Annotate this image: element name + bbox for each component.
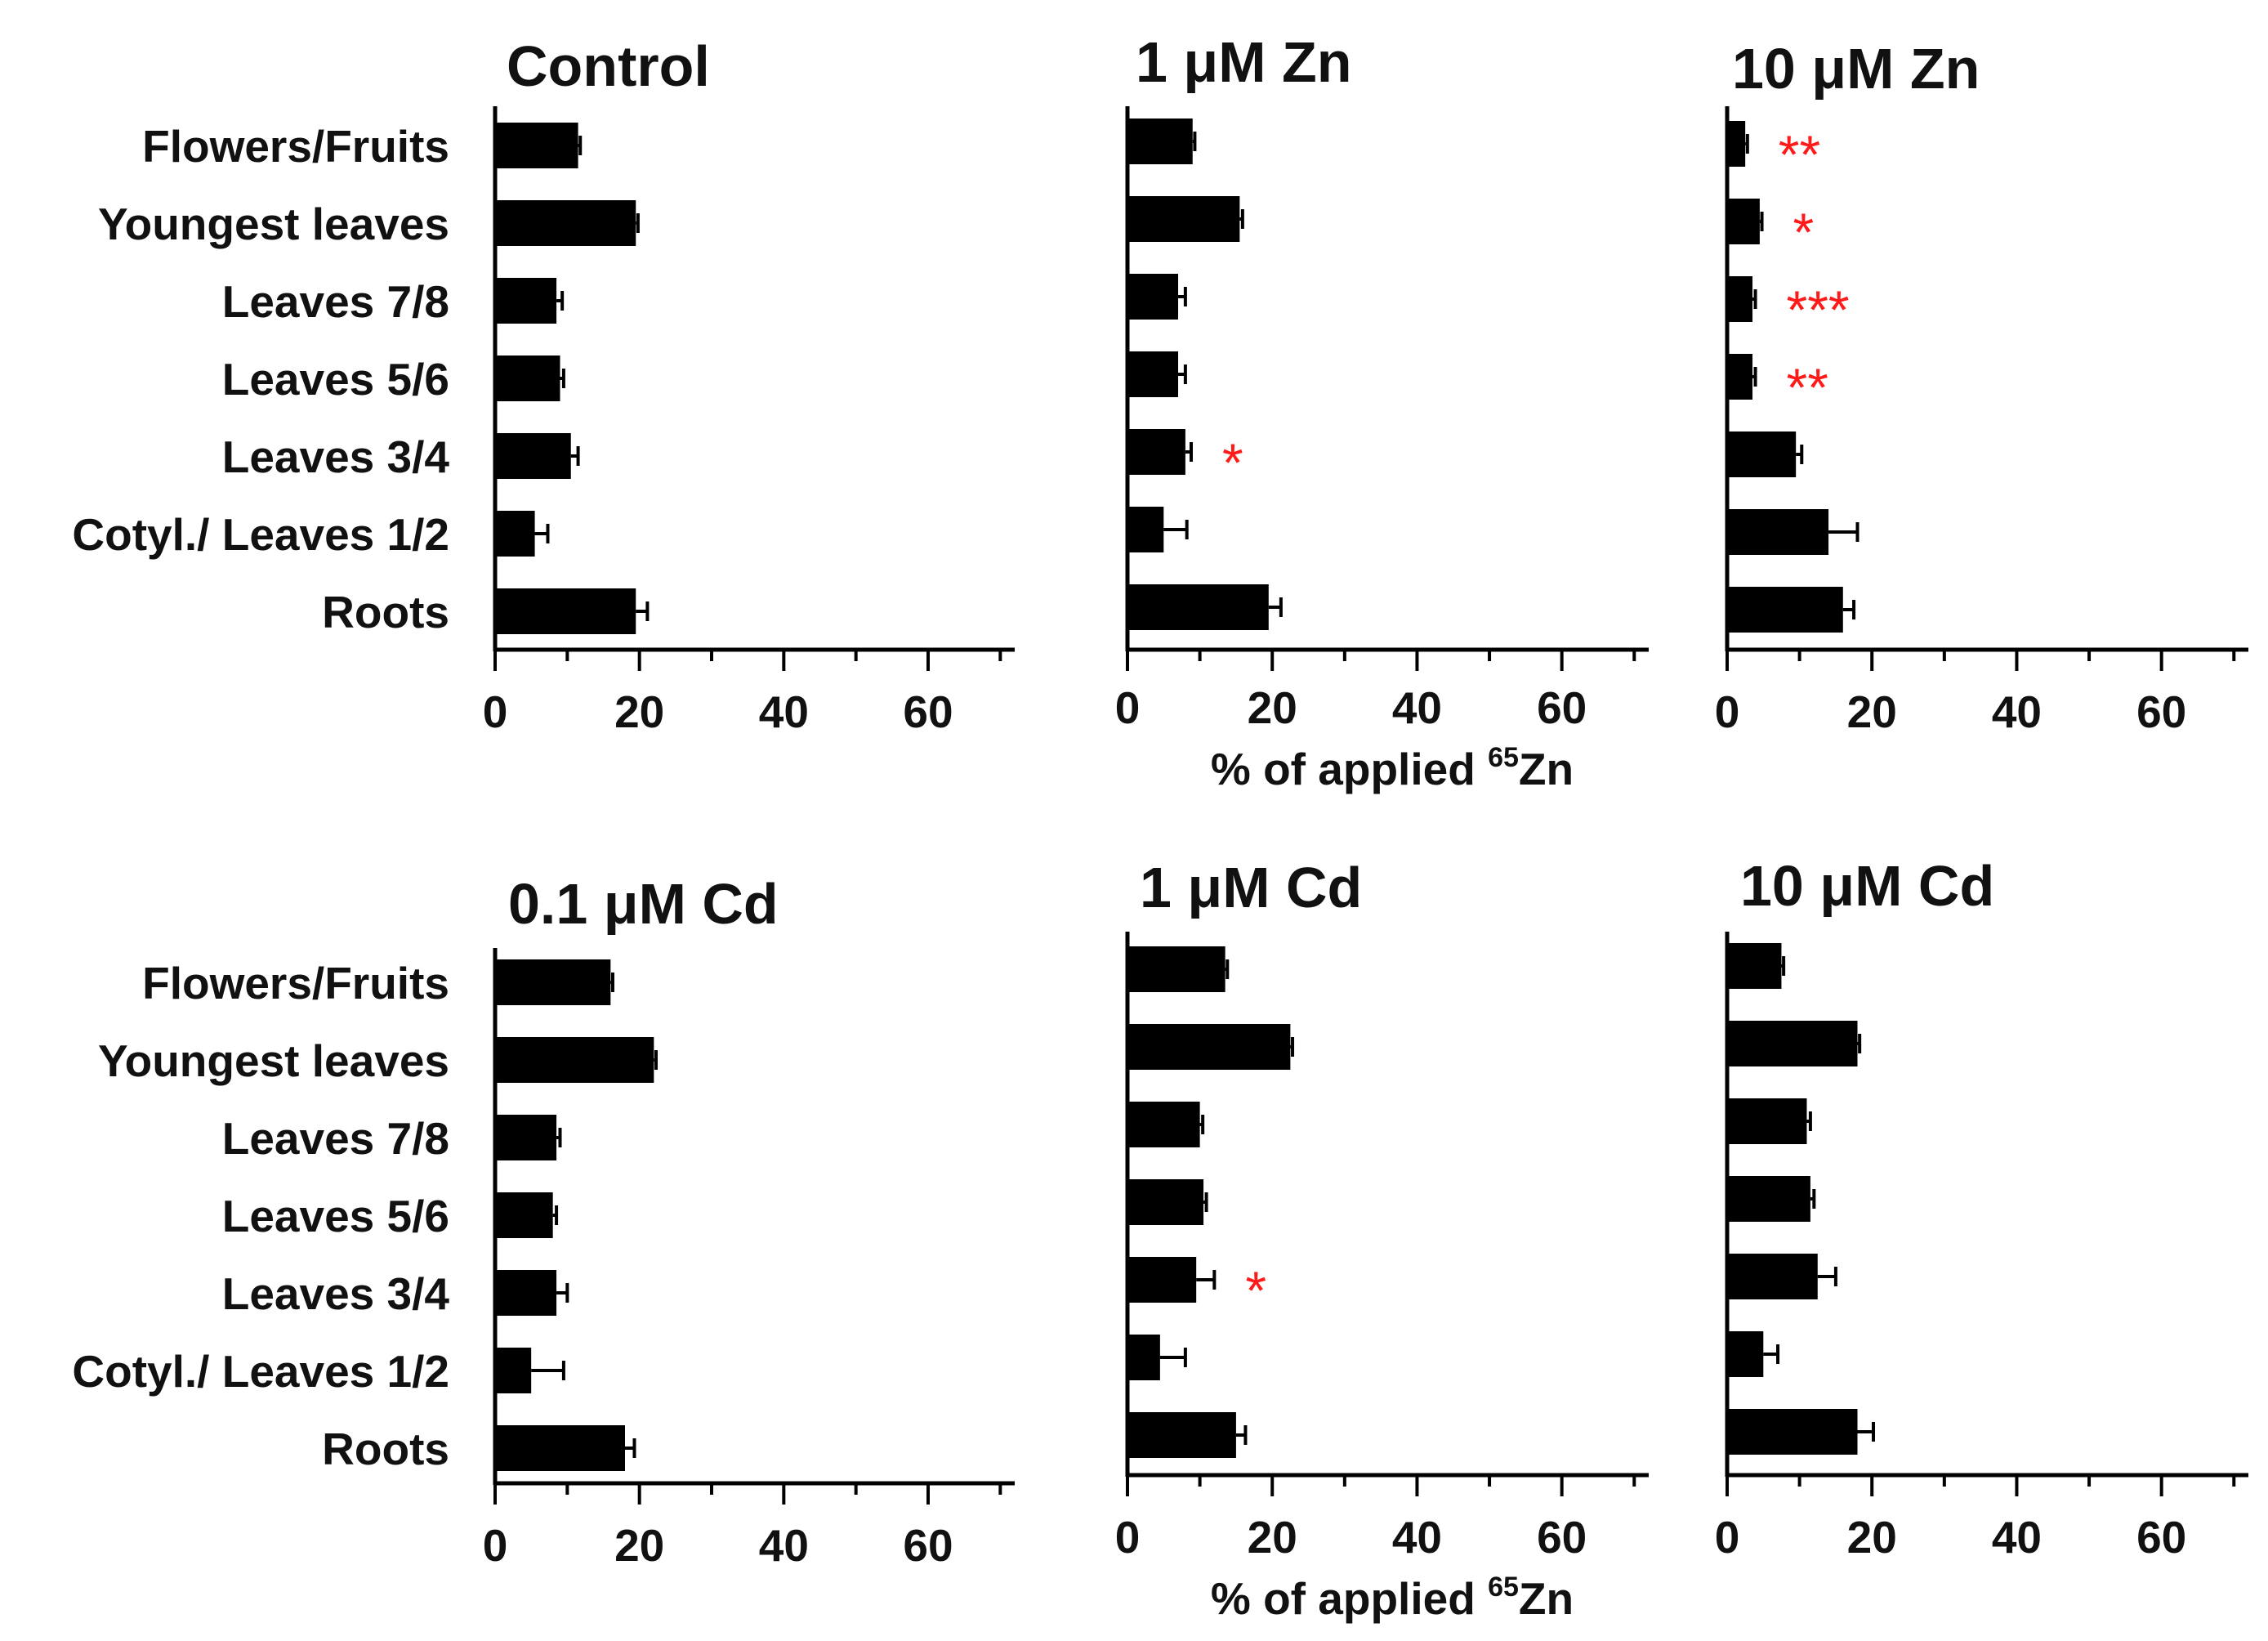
bar-leaves-3-4 bbox=[1727, 431, 1797, 477]
bar-flowers-fruits bbox=[1727, 121, 1746, 167]
category-label-leaves-7-8: Leaves 7/8 bbox=[222, 276, 449, 327]
bar-flowers-fruits bbox=[1127, 118, 1193, 164]
bar-cotyl-leaves-1-2 bbox=[495, 1348, 532, 1393]
bar-roots bbox=[1127, 584, 1269, 630]
significance-marker: * bbox=[1245, 1260, 1266, 1321]
x-tick-label: 0 bbox=[483, 1520, 508, 1571]
x-tick-label: 0 bbox=[1115, 1512, 1141, 1563]
x-tick-label: 20 bbox=[1248, 682, 1297, 733]
x-tick-label: 0 bbox=[1715, 1512, 1740, 1563]
x-tick-label: 40 bbox=[759, 686, 809, 737]
significance-marker: *** bbox=[1787, 279, 1850, 340]
x-axis-label: % of applied 65Zn bbox=[1211, 1572, 1574, 1624]
bar-flowers-fruits bbox=[1127, 946, 1226, 992]
bar-leaves-3-4 bbox=[495, 433, 571, 479]
bar-leaves-3-4 bbox=[1127, 429, 1185, 475]
bar-youngest-leaves bbox=[495, 200, 636, 246]
x-tick-label: 0 bbox=[483, 686, 508, 737]
x-tick-label: 40 bbox=[1392, 1512, 1442, 1563]
bar-leaves-7-8 bbox=[1127, 274, 1179, 320]
category-label-leaves-7-8: Leaves 7/8 bbox=[222, 1113, 449, 1164]
bar-leaves-7-8 bbox=[1727, 1098, 1807, 1144]
bar-youngest-leaves bbox=[495, 1037, 654, 1083]
bar-leaves-3-4 bbox=[1727, 1254, 1818, 1299]
x-tick-label: 60 bbox=[1537, 682, 1587, 733]
bar-cotyl-leaves-1-2 bbox=[1727, 1331, 1764, 1377]
bar-cotyl-leaves-1-2 bbox=[1727, 509, 1829, 555]
significance-marker: * bbox=[1793, 202, 1815, 262]
x-tick-label: 20 bbox=[1847, 686, 1897, 737]
bar-leaves-7-8 bbox=[1727, 276, 1753, 322]
x-tick-label: 60 bbox=[2136, 686, 2186, 737]
x-tick-label: 0 bbox=[1115, 682, 1141, 733]
bar-flowers-fruits bbox=[495, 123, 578, 168]
bar-youngest-leaves bbox=[1727, 199, 1760, 244]
bar-cotyl-leaves-1-2 bbox=[495, 511, 535, 557]
category-label-leaves-5-6: Leaves 5/6 bbox=[222, 354, 449, 405]
panel-title: 0.1 μM Cd bbox=[508, 872, 779, 936]
x-tick-label: 60 bbox=[1537, 1512, 1587, 1563]
bar-leaves-5-6 bbox=[1127, 1179, 1204, 1225]
bar-leaves-5-6 bbox=[1727, 354, 1753, 400]
x-tick-label: 40 bbox=[1992, 1512, 2042, 1563]
x-tick-label: 60 bbox=[2136, 1512, 2186, 1563]
category-label-leaves-3-4: Leaves 3/4 bbox=[222, 431, 450, 482]
bar-flowers-fruits bbox=[495, 959, 611, 1005]
x-tick-label: 40 bbox=[1992, 686, 2042, 737]
panel-title: 1 μM Cd bbox=[1140, 856, 1362, 919]
category-label-youngest-leaves: Youngest leaves bbox=[98, 199, 449, 249]
bar-youngest-leaves bbox=[1127, 196, 1240, 242]
bar-flowers-fruits bbox=[1727, 943, 1782, 989]
category-label-roots: Roots bbox=[322, 1424, 449, 1474]
bar-leaves-5-6 bbox=[1727, 1176, 1810, 1222]
category-label-cotyl-leaves-1-2: Cotyl./ Leaves 1/2 bbox=[72, 1346, 449, 1397]
significance-marker: * bbox=[1222, 432, 1243, 493]
x-tick-label: 40 bbox=[759, 1520, 809, 1571]
bar-leaves-5-6 bbox=[495, 355, 560, 401]
bar-cotyl-leaves-1-2 bbox=[1127, 1335, 1160, 1380]
bar-leaves-3-4 bbox=[1127, 1257, 1197, 1303]
bar-leaves-3-4 bbox=[495, 1270, 557, 1316]
significance-marker: ** bbox=[1779, 124, 1820, 185]
bar-youngest-leaves bbox=[1727, 1021, 1858, 1066]
bar-roots bbox=[1727, 587, 1843, 633]
significance-marker: ** bbox=[1787, 357, 1828, 418]
bar-youngest-leaves bbox=[1127, 1024, 1291, 1070]
x-tick-label: 60 bbox=[903, 686, 953, 737]
x-tick-label: 20 bbox=[614, 1520, 664, 1571]
x-tick-label: 0 bbox=[1715, 686, 1740, 737]
bar-roots bbox=[495, 588, 636, 634]
panel-title: 10 μM Cd bbox=[1740, 854, 1994, 918]
bar-leaves-5-6 bbox=[1127, 351, 1179, 397]
category-label-leaves-3-4: Leaves 3/4 bbox=[222, 1268, 450, 1319]
x-tick-label: 20 bbox=[614, 686, 664, 737]
panel-title: 10 μM Zn bbox=[1732, 37, 1980, 101]
bar-roots bbox=[1727, 1409, 1858, 1455]
panel-title: Control bbox=[507, 34, 710, 98]
panel-title: 1 μM Zn bbox=[1136, 30, 1351, 94]
bar-roots bbox=[1127, 1412, 1236, 1458]
x-tick-label: 60 bbox=[903, 1520, 953, 1571]
category-label-roots: Roots bbox=[322, 587, 449, 637]
bar-cotyl-leaves-1-2 bbox=[1127, 507, 1164, 552]
x-tick-label: 20 bbox=[1248, 1512, 1297, 1563]
category-label-youngest-leaves: Youngest leaves bbox=[98, 1035, 449, 1086]
x-axis-label: % of applied 65Zn bbox=[1211, 742, 1574, 794]
bar-leaves-5-6 bbox=[495, 1192, 553, 1238]
category-label-flowers-fruits: Flowers/Fruits bbox=[142, 121, 449, 172]
category-label-flowers-fruits: Flowers/Fruits bbox=[142, 958, 449, 1008]
bar-leaves-7-8 bbox=[495, 278, 557, 324]
bar-leaves-7-8 bbox=[495, 1115, 557, 1160]
category-label-leaves-5-6: Leaves 5/6 bbox=[222, 1191, 449, 1241]
bar-leaves-7-8 bbox=[1127, 1102, 1200, 1147]
x-tick-label: 20 bbox=[1847, 1512, 1897, 1563]
bar-roots bbox=[495, 1425, 625, 1471]
x-tick-label: 40 bbox=[1392, 682, 1442, 733]
category-label-cotyl-leaves-1-2: Cotyl./ Leaves 1/2 bbox=[72, 509, 449, 560]
